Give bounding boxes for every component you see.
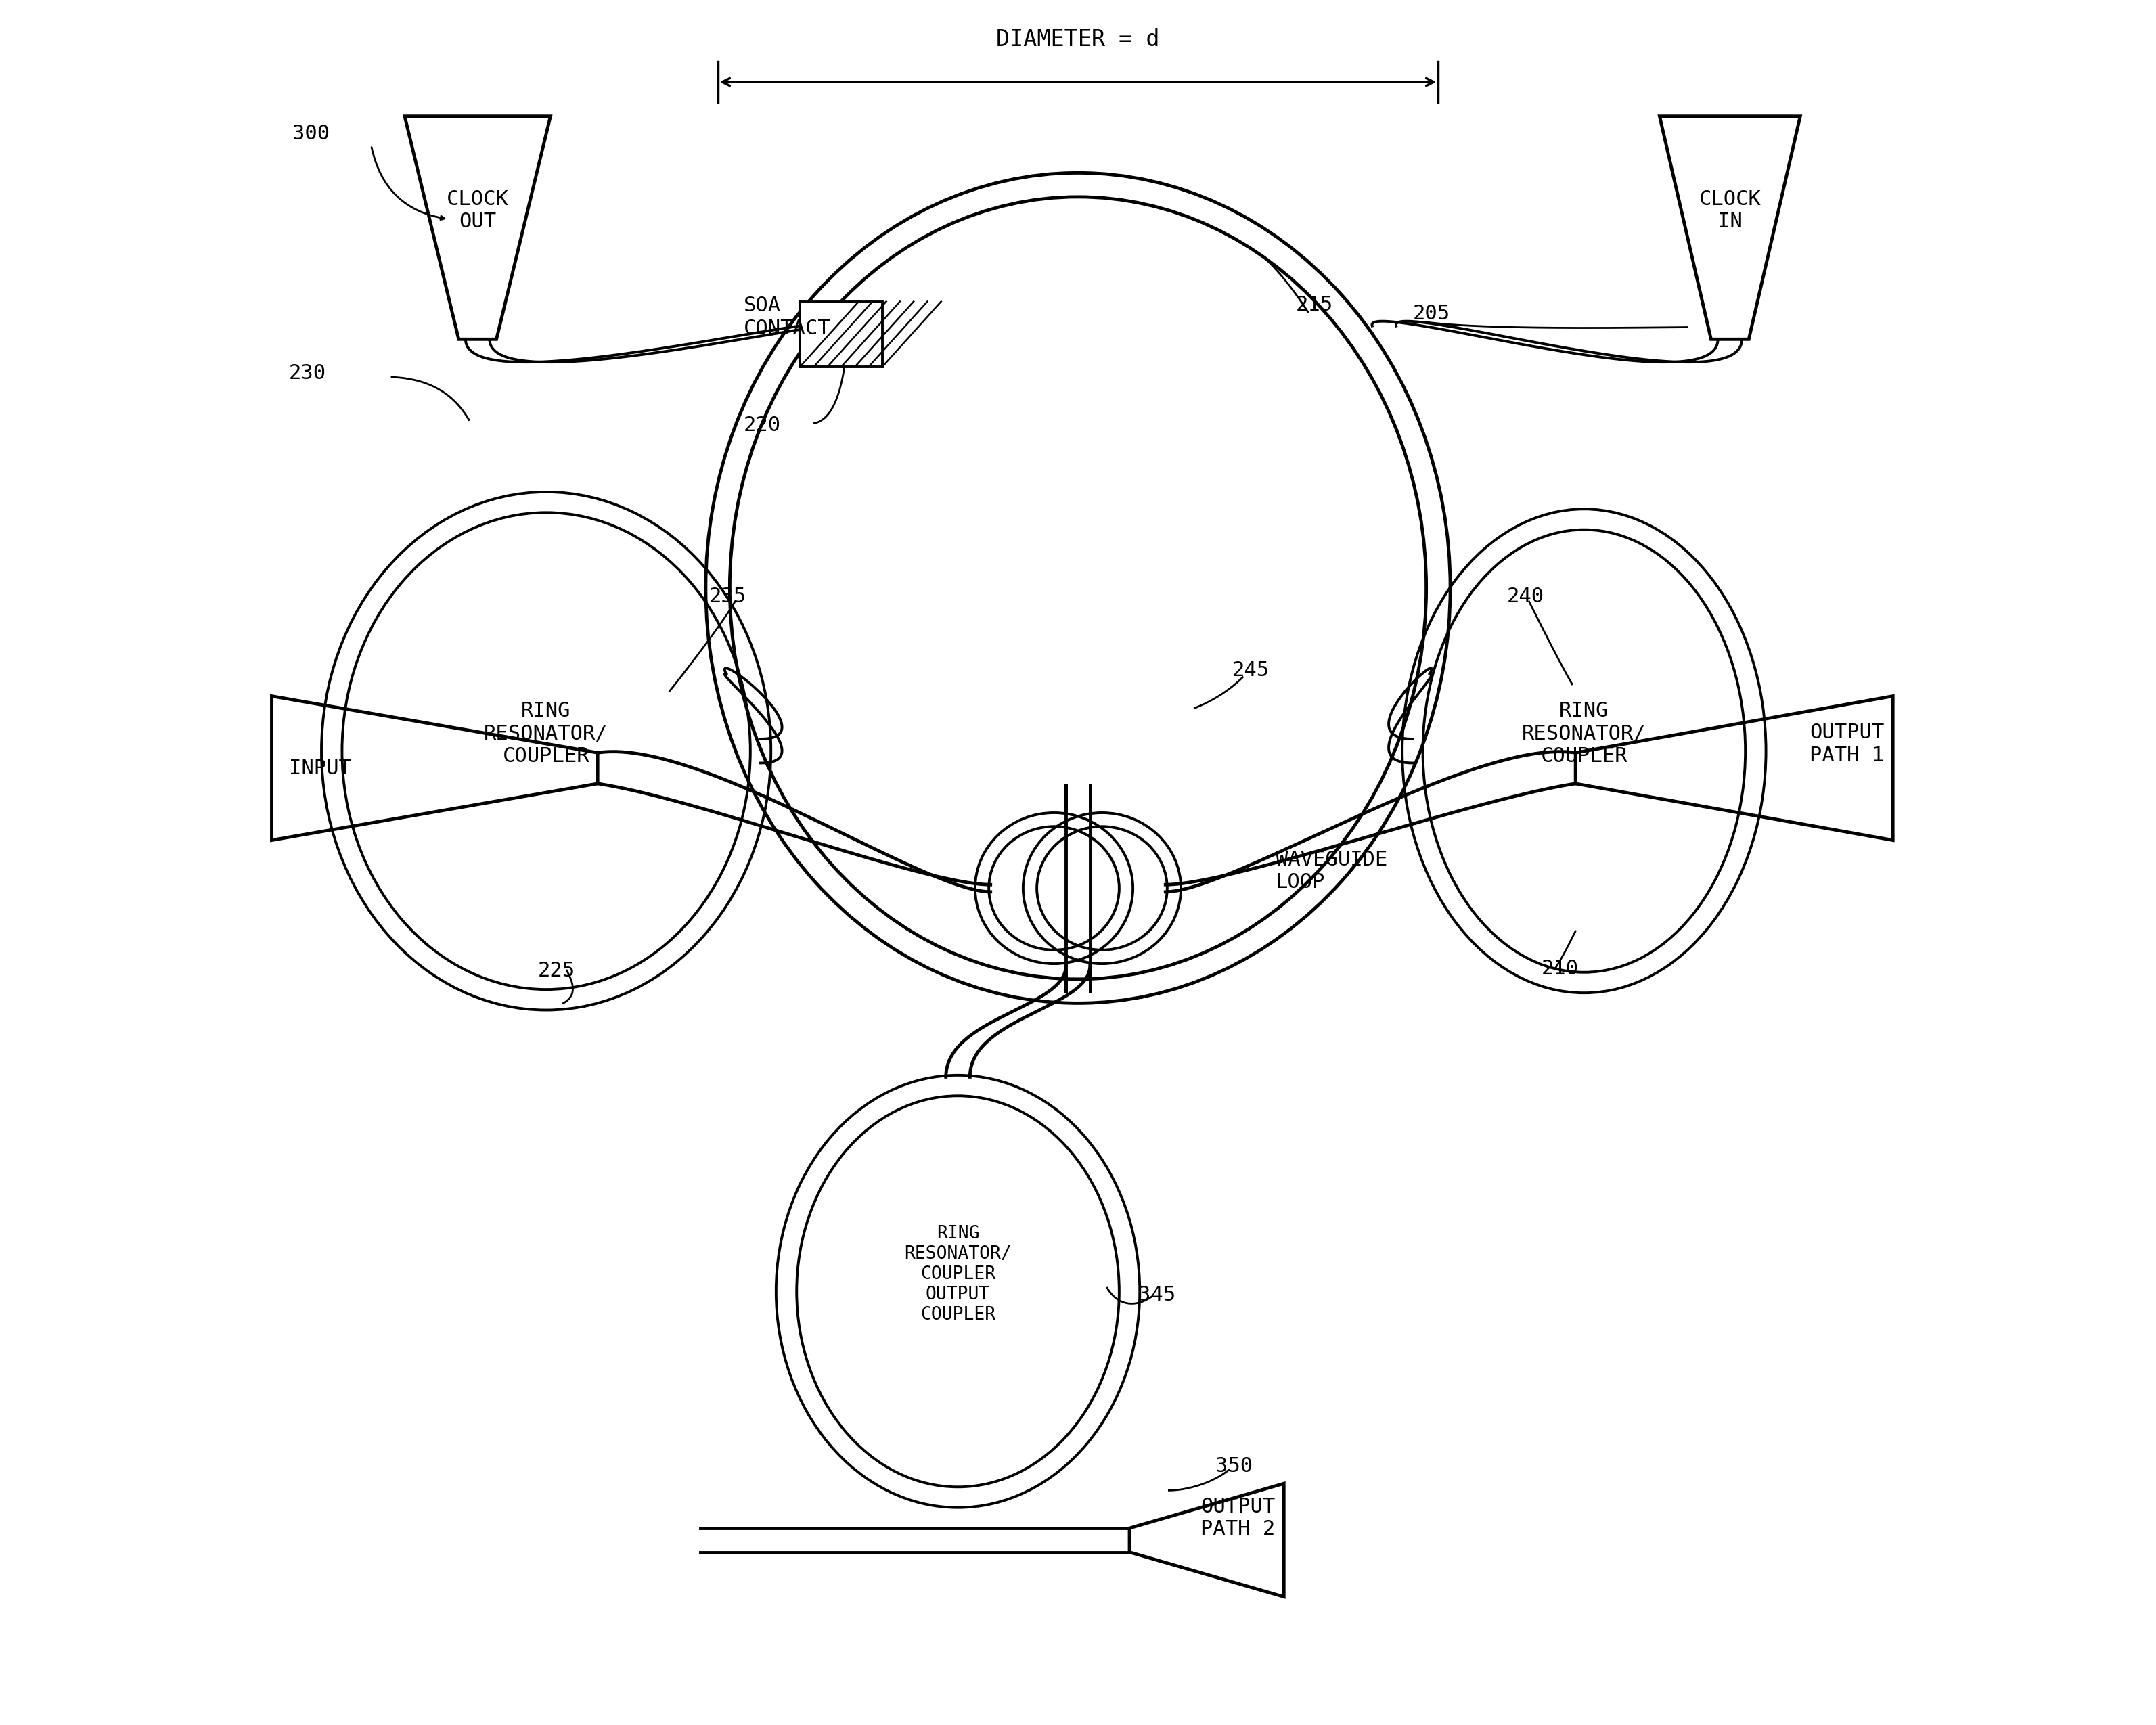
Text: RING
RESONATOR/
COUPLER: RING RESONATOR/ COUPLER bbox=[483, 702, 608, 766]
Text: OUTPUT
PATH 1: OUTPUT PATH 1 bbox=[1809, 723, 1884, 766]
Bar bbox=[800, 302, 882, 367]
Text: DIAMETER = d: DIAMETER = d bbox=[996, 29, 1160, 52]
Text: 225: 225 bbox=[537, 961, 576, 980]
Text: 245: 245 bbox=[1233, 661, 1270, 680]
Text: CLOCK
IN: CLOCK IN bbox=[1699, 190, 1761, 231]
Text: 300: 300 bbox=[293, 124, 330, 143]
Text: 220: 220 bbox=[744, 416, 780, 435]
Text: OUTPUT
PATH 2: OUTPUT PATH 2 bbox=[1201, 1497, 1276, 1539]
Text: 205: 205 bbox=[1412, 304, 1449, 323]
Text: SOA
CONTACT: SOA CONTACT bbox=[744, 295, 830, 338]
Text: 215: 215 bbox=[1296, 295, 1332, 314]
Text: 350: 350 bbox=[1216, 1456, 1253, 1477]
Text: RING
RESONATOR/
COUPLER: RING RESONATOR/ COUPLER bbox=[1522, 702, 1647, 766]
Text: 345: 345 bbox=[1138, 1285, 1175, 1304]
Text: 235: 235 bbox=[709, 587, 746, 607]
Text: INPUT: INPUT bbox=[289, 759, 351, 778]
Text: CLOCK
OUT: CLOCK OUT bbox=[446, 190, 509, 231]
Text: 230: 230 bbox=[289, 364, 326, 383]
Text: 210: 210 bbox=[1542, 959, 1578, 978]
Text: 240: 240 bbox=[1507, 587, 1544, 607]
Text: RING
RESONATOR/
COUPLER
OUTPUT
COUPLER: RING RESONATOR/ COUPLER OUTPUT COUPLER bbox=[903, 1225, 1011, 1323]
Text: WAVEGUIDE
LOOP: WAVEGUIDE LOOP bbox=[1276, 850, 1386, 892]
